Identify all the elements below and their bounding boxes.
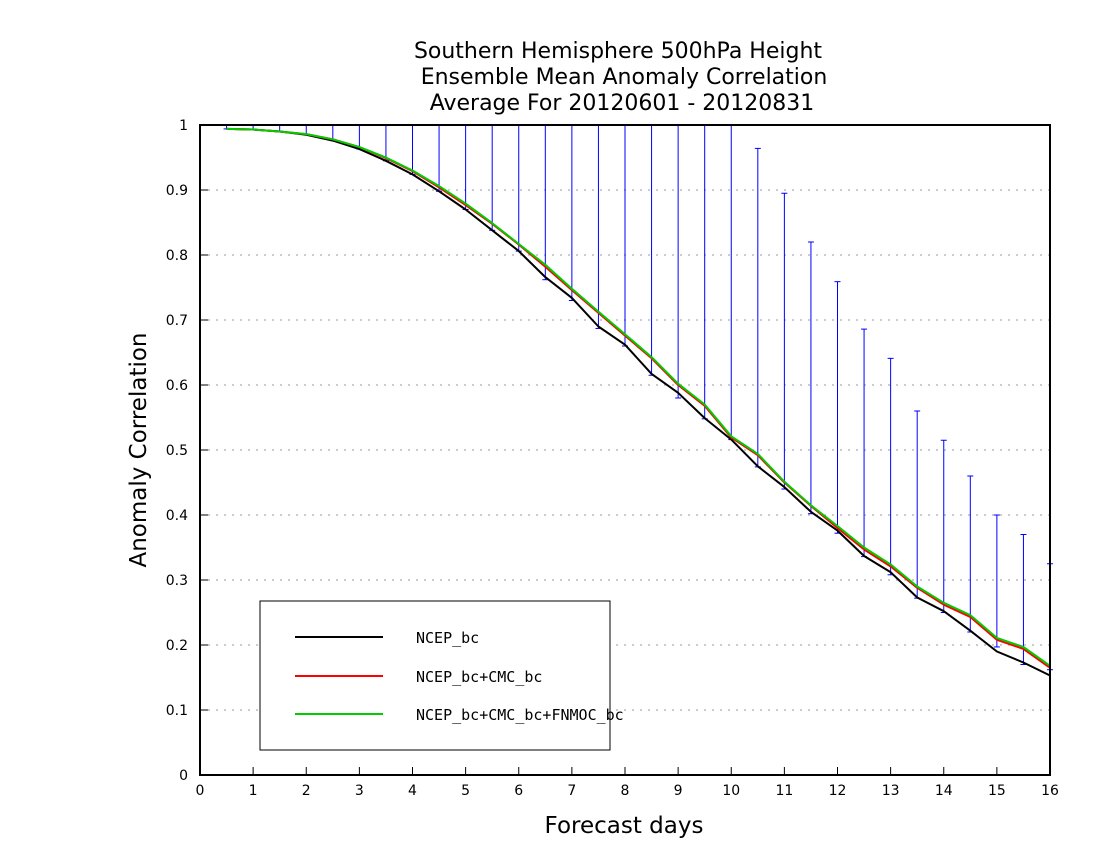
x-tick-label-0: 0 <box>196 783 205 799</box>
x-tick-label-9: 9 <box>674 783 683 799</box>
legend-label-ncep-cmc-fnmoc: NCEP_bc+CMC_bc+FNMOC_bc <box>416 706 624 724</box>
axis-ticks: 00.10.20.30.40.50.60.70.80.910 1 2 3 4 5 6 7 8 9 1… <box>166 118 1059 799</box>
x-tick-label-12: 12 <box>829 783 847 799</box>
series-line-2 <box>226 127 1051 667</box>
y-tick-label-2: 0.2 <box>166 638 188 654</box>
x-axis-label: Forecast days <box>545 813 704 839</box>
chart-title-line-1: Southern Hemisphere 500hPa Height <box>414 39 822 64</box>
y-tick-label-0: 0 <box>179 768 188 784</box>
series-line-0 <box>226 127 1051 677</box>
x-tick-label-16: 16 <box>1041 783 1059 799</box>
x-tick-label-3: 3 <box>355 783 364 799</box>
data-series <box>226 127 1051 677</box>
x-tick-label-7: 7 <box>567 783 576 799</box>
y-tick-label-7: 0.7 <box>166 313 188 329</box>
chart-title-line-2: Ensemble Mean Anomaly Correlation <box>421 65 828 90</box>
series-line-1 <box>226 127 1051 669</box>
y-tick-label-3: 0.3 <box>166 573 188 589</box>
x-tick-label-14: 14 <box>935 783 953 799</box>
legend-label-ncep-cmc: NCEP_bc+CMC_bc <box>416 668 542 686</box>
x-tick-label-11: 11 <box>775 783 793 799</box>
y-tick-label-4: 0.4 <box>166 508 188 524</box>
x-tick-label-4: 4 <box>408 783 417 799</box>
y-tick-label-5: 0.5 <box>166 443 188 459</box>
y-tick-label-8: 0.8 <box>166 248 188 264</box>
x-tick-label-10: 10 <box>722 783 740 799</box>
legend-label-ncep-bc: NCEP_bc <box>416 629 479 647</box>
y-tick-label-6: 0.6 <box>166 378 188 394</box>
x-tick-label-6: 6 <box>514 783 523 799</box>
legend: NCEP_bc NCEP_bc+CMC_bc NCEP_bc+CMC_bc+FN… <box>259 600 624 751</box>
y-tick-label-10: 1 <box>179 118 188 134</box>
x-tick-label-8: 8 <box>621 783 630 799</box>
x-tick-label-15: 15 <box>988 783 1006 799</box>
x-tick-label-2: 2 <box>302 783 311 799</box>
error-bars <box>223 124 1053 671</box>
y-tick-label-9: 0.9 <box>166 183 188 199</box>
x-tick-label-5: 5 <box>461 783 470 799</box>
y-tick-label-1: 0.1 <box>166 703 188 719</box>
chart-title-line-3: Average For 20120601 - 20120831 <box>430 91 815 116</box>
x-tick-label-1: 1 <box>249 783 258 799</box>
y-axis-label: Anomaly Correlation <box>126 332 152 567</box>
x-tick-label-13: 13 <box>882 783 900 799</box>
